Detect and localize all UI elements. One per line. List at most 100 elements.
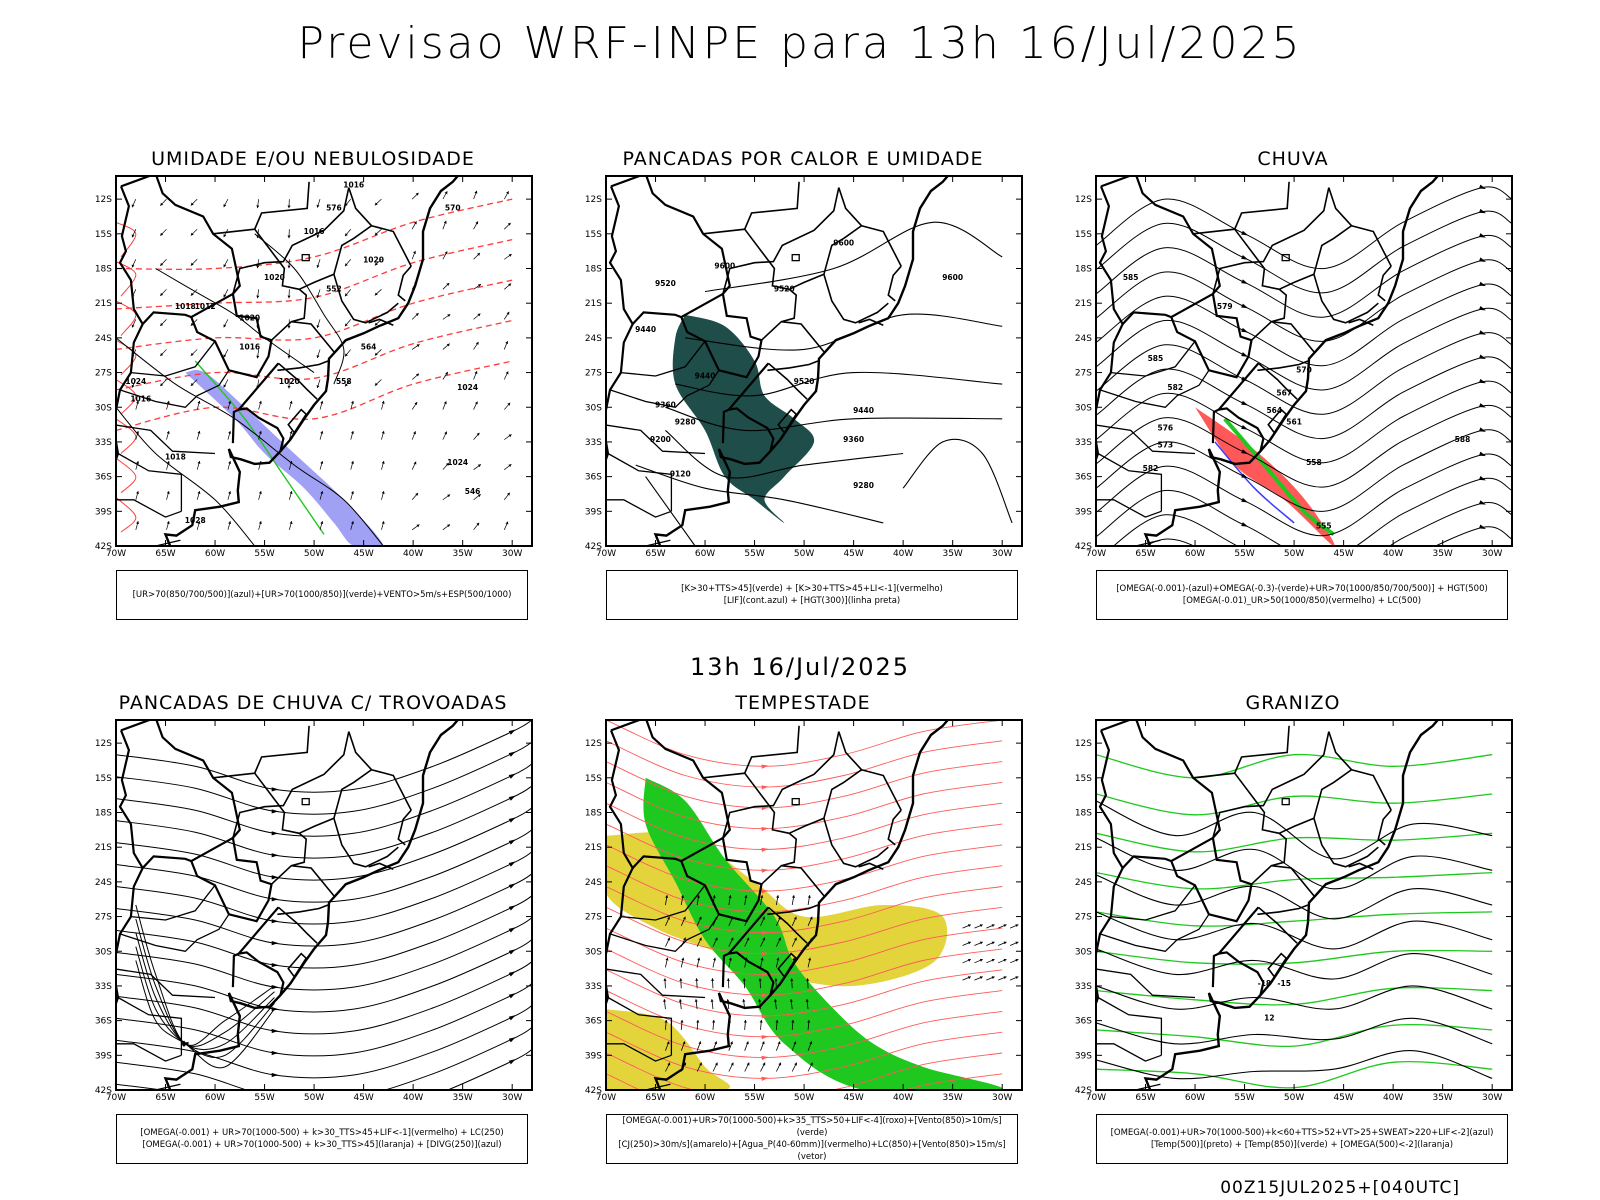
- lon-tick-label: 40W: [893, 549, 913, 559]
- lat-tick-label: 12S: [1075, 195, 1092, 205]
- contour-value-label: 1012: [195, 302, 216, 311]
- map-boundaries: [606, 720, 950, 1090]
- lon-tick-label: 45W: [843, 549, 863, 559]
- legend-line: [OMEGA(-0.001) + UR>70(1000-500) + k>30_…: [142, 1140, 502, 1150]
- map-umidade: 1016101610201020101610201020570576564558…: [95, 175, 533, 559]
- panel-umidade: UMIDADE E/OU NEBULOSIDADE 1016 1016 1020 102…: [78, 148, 548, 628]
- contour-value-label: 1024: [457, 383, 478, 392]
- contour-value-label: 9520: [774, 285, 795, 294]
- lon-tick-label: 35W: [942, 1093, 962, 1103]
- lat-tick-label: 24S: [1075, 878, 1092, 888]
- lat-tick-label: 18S: [585, 809, 602, 819]
- lon-tick-label: 55W: [744, 549, 764, 559]
- contour-value-label: -18: [1258, 979, 1272, 988]
- panel-legend: [OMEGA(-0.001)+UR>70(1000-500)+k<60+TTS>…: [1096, 1114, 1508, 1164]
- map-field-layer: 585 582 579 576 573 570 567 564 561 558 555 588 585 5…: [1096, 176, 1512, 546]
- contour-value-label: 570: [1296, 366, 1312, 375]
- contour-value-label: 573: [1158, 441, 1174, 450]
- lat-tick-label: 33S: [585, 438, 602, 448]
- lon-tick-label: 35W: [1432, 1093, 1452, 1103]
- lat-tick-label: 15S: [95, 230, 112, 240]
- lon-tick-label: 55W: [744, 1093, 764, 1103]
- lat-tick-label: 36S: [585, 1017, 602, 1027]
- lon-tick-label: 50W: [304, 549, 324, 559]
- lat-tick-label: 27S: [585, 913, 602, 923]
- lon-tick-label: 35W: [452, 1093, 472, 1103]
- lat-tick-label: 30S: [585, 403, 602, 413]
- lat-tick-label: 21S: [585, 299, 602, 309]
- lon-tick-label: 70W: [1086, 549, 1106, 559]
- lat-tick-label: 33S: [95, 982, 112, 992]
- panel-title: PANCADAS POR CALOR E UMIDADE: [622, 148, 984, 170]
- lat-tick-label: 30S: [585, 947, 602, 957]
- contour-value-label: 9440: [635, 325, 656, 334]
- lat-tick-label: 27S: [1075, 913, 1092, 923]
- run-info: 00Z15JUL2025+[040UTC]: [1220, 1178, 1460, 1198]
- lat-tick-label: 12S: [585, 739, 602, 749]
- lat-tick-label: 15S: [585, 230, 602, 240]
- lat-tick-label: 24S: [585, 878, 602, 888]
- lon-tick-label: 65W: [155, 549, 175, 559]
- lat-tick-label: 27S: [95, 369, 112, 379]
- lon-tick-label: 30W: [992, 1093, 1012, 1103]
- lon-tick-label: 40W: [403, 1093, 423, 1103]
- contour-value-label: 546: [465, 487, 481, 496]
- lon-tick-label: 60W: [205, 549, 225, 559]
- panel-pancadas-calor: PANCADAS POR CALOR E UMIDADE 9600 9600 9520…: [568, 148, 1038, 628]
- lat-tick-label: 12S: [95, 195, 112, 205]
- contour-value-label: 579: [1217, 302, 1233, 311]
- panel-granizo: GRANIZO -18 -15 12 12S 15S 18S 21S 24S 27S 30S 33S 3…: [1058, 692, 1528, 1172]
- map-boundaries: [116, 176, 460, 546]
- lon-tick-label: 40W: [893, 1093, 913, 1103]
- contour-value-label: 561: [1286, 418, 1302, 427]
- lon-tick-label: 45W: [353, 549, 373, 559]
- legend-line: [OMEGA(-0.01)_UR>50(1000/850)(vermelho) …: [1182, 596, 1422, 606]
- lat-tick-label: 24S: [1075, 334, 1092, 344]
- lon-tick-label: 65W: [1135, 549, 1155, 559]
- contour-value-label: 564: [361, 342, 377, 351]
- lon-tick-label: 70W: [596, 1093, 616, 1103]
- legend-line: [CJ(250)>30m/s](amarelo)+[Agua_P(40-60mm…: [618, 1140, 1006, 1162]
- lat-tick-label: 33S: [1075, 982, 1092, 992]
- lon-tick-label: 55W: [1234, 1093, 1254, 1103]
- lat-tick-label: 36S: [95, 1017, 112, 1027]
- lat-tick-label: 18S: [1075, 809, 1092, 819]
- lat-tick-label: 42S: [1075, 542, 1092, 552]
- contour-value-label: 576: [326, 204, 342, 213]
- lat-tick-label: 15S: [585, 774, 602, 784]
- lat-tick-label: 39S: [95, 1051, 112, 1061]
- lat-tick-label: 27S: [95, 913, 112, 923]
- contour-value-label: 9280: [675, 418, 696, 427]
- contour-value-label: 576: [1158, 423, 1174, 432]
- legend-line: [OMEGA(-0.001)+UR>70(1000-500)+k<60+TTS>…: [1110, 1128, 1494, 1138]
- contour-value-label: 12: [1264, 1014, 1274, 1023]
- lon-tick-label: 35W: [1432, 549, 1452, 559]
- contour-value-label: 558: [1306, 458, 1322, 467]
- lat-tick-label: 42S: [95, 542, 112, 552]
- panel-title: GRANIZO: [1245, 692, 1341, 714]
- map-boundaries: [606, 176, 950, 546]
- lon-tick-label: 65W: [645, 1093, 665, 1103]
- lat-tick-label: 39S: [585, 1051, 602, 1061]
- contour-value-label: 564: [1266, 406, 1282, 415]
- lon-tick-label: 70W: [596, 549, 616, 559]
- lon-tick-label: 40W: [1383, 549, 1403, 559]
- lat-tick-label: 33S: [585, 982, 602, 992]
- panel-title: PANCADAS DE CHUVA C/ TROVOADAS: [118, 692, 508, 714]
- lon-tick-label: 30W: [1482, 1093, 1502, 1103]
- lon-tick-label: 35W: [942, 549, 962, 559]
- lat-tick-label: 12S: [95, 739, 112, 749]
- legend-line: [LIF](cont.azul) + [HGT(300)](linha pret…: [723, 596, 901, 606]
- lon-tick-label: 65W: [1135, 1093, 1155, 1103]
- lon-tick-label: 50W: [304, 1093, 324, 1103]
- lon-tick-label: 60W: [1185, 549, 1205, 559]
- lon-tick-label: 45W: [843, 1093, 863, 1103]
- lat-tick-label: 24S: [95, 334, 112, 344]
- lat-tick-label: 33S: [1075, 438, 1092, 448]
- lat-tick-label: 36S: [1075, 1017, 1092, 1027]
- contour-value-label: 1018: [175, 302, 196, 311]
- contour-value-label: 1024: [125, 377, 146, 386]
- lon-tick-label: 55W: [1234, 549, 1254, 559]
